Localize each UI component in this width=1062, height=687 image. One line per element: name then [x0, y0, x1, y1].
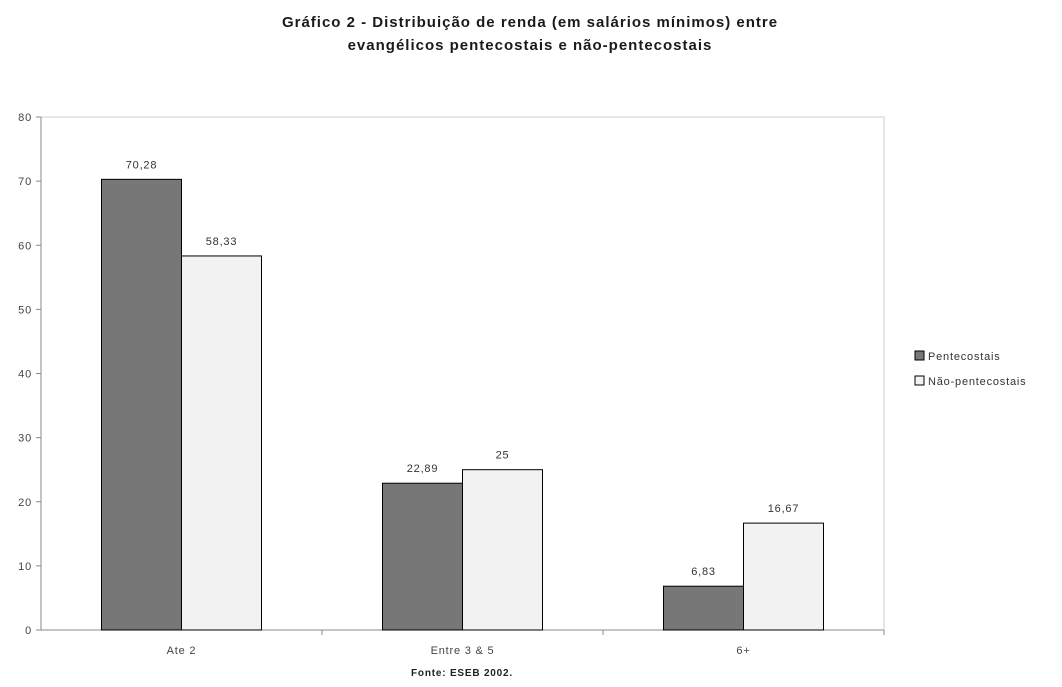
data-label: 70,28: [126, 159, 158, 171]
y-tick-label: 70: [18, 176, 32, 188]
category-label: 6+: [736, 645, 750, 657]
data-label: 6,83: [691, 566, 716, 578]
legend-label-pentecostais: Pentecostais: [928, 351, 1001, 363]
legend-swatch-pentecostais: [914, 350, 925, 361]
y-tick-label: 20: [18, 497, 32, 509]
chart-title-line-2: evangélicos pentecostais e não-pentecost…: [348, 37, 713, 54]
category-labels: Ate 2 Entre 3 & 5 6+: [167, 630, 885, 657]
legend-label-nao-pentecostais: Não-pentecostais: [928, 376, 1026, 388]
data-label: 25: [496, 450, 510, 462]
category-label: Ate 2: [167, 645, 197, 657]
bar-pentecostais: [663, 585, 744, 631]
category-label: Entre 3 & 5: [431, 645, 495, 657]
y-tick-label: 60: [18, 240, 32, 252]
legend: Pentecostais Não-pentecostais: [914, 350, 1026, 388]
chart-source: Fonte: ESEB 2002.: [411, 668, 513, 679]
data-label: 58,33: [206, 236, 238, 248]
y-tick-label: 50: [18, 304, 32, 316]
data-label: 16,67: [768, 503, 800, 515]
chart-title-line-1: Gráfico 2 - Distribuição de renda (em sa…: [282, 14, 778, 31]
y-tick-label: 30: [18, 433, 32, 445]
bar-pentecostais: [382, 482, 463, 631]
data-label: 22,89: [407, 463, 439, 475]
y-tick-label: 0: [25, 625, 32, 637]
legend-swatch-nao-pentecostais: [914, 375, 925, 386]
bars: 70,28 58,33 22,89 25 6,83 16,67: [101, 159, 824, 631]
bar-nao-pentecostais: [743, 522, 824, 631]
y-tick-label: 80: [18, 112, 32, 124]
y-ticks: 0 10 20 30 40 50 60 70 80: [18, 112, 41, 637]
bar-nao-pentecostais: [181, 255, 262, 631]
bar-pentecostais: [101, 178, 182, 631]
bar-nao-pentecostais: [462, 469, 543, 631]
y-tick-label: 40: [18, 369, 32, 381]
y-tick-label: 10: [18, 561, 32, 573]
